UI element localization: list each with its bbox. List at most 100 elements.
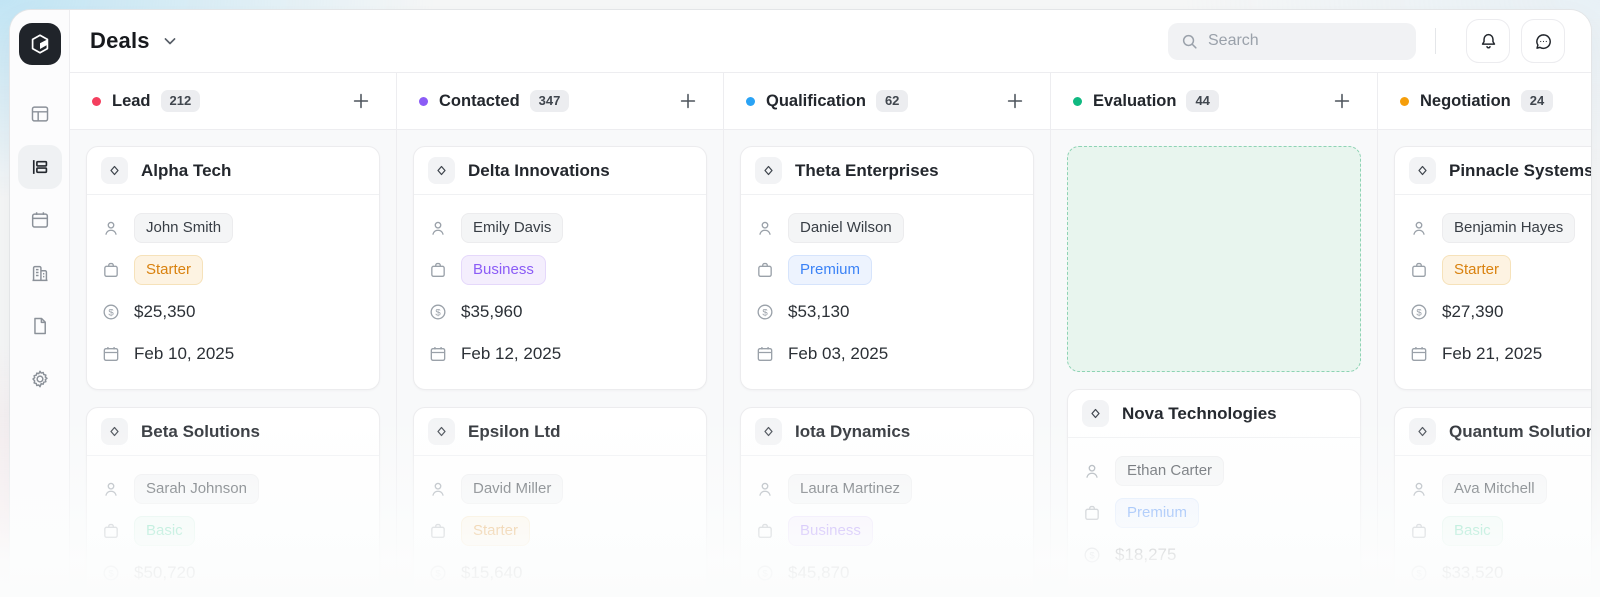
column-name: Evaluation xyxy=(1093,91,1177,110)
app-logo[interactable] xyxy=(18,23,61,65)
person-icon xyxy=(101,218,121,238)
svg-text:$: $ xyxy=(435,568,441,579)
deal-amount-row: $ $35,960 xyxy=(428,291,692,333)
deal-card-header: Iota Dynamics xyxy=(741,408,1033,456)
deal-amount: $15,640 xyxy=(461,563,523,582)
deal-contact-row: Laura Martinez xyxy=(755,468,1019,510)
calendar-icon xyxy=(1409,344,1429,364)
chevron-down-icon xyxy=(160,31,180,51)
add-card-button[interactable] xyxy=(1002,88,1028,114)
drop-zone-placeholder[interactable] xyxy=(1067,146,1361,372)
sidebar-item-companies[interactable] xyxy=(18,251,62,295)
deal-company: Quantum Solutions xyxy=(1449,421,1591,441)
deal-card[interactable]: Beta Solutions Sarah Johnson Basic $ $50… xyxy=(86,407,380,597)
calendar-icon xyxy=(755,344,775,364)
deal-card[interactable]: Alpha Tech John Smith Starter $ $25,350 xyxy=(86,146,380,390)
sidebar-item-calendar[interactable] xyxy=(18,198,62,242)
deal-contact-chip: Ethan Carter xyxy=(1115,455,1225,487)
briefcase-icon xyxy=(1409,260,1429,280)
deal-amount-row: $ $53,130 xyxy=(755,291,1019,333)
deal-plan-row: Business xyxy=(755,510,1019,552)
svg-text:$: $ xyxy=(108,568,114,579)
deal-diamond-icon xyxy=(755,418,782,445)
add-card-button[interactable] xyxy=(348,88,374,114)
status-dot xyxy=(746,96,755,106)
column-body: Delta Innovations Emily Davis Business $… xyxy=(397,130,723,597)
column-body: Alpha Tech John Smith Starter $ $25,350 xyxy=(70,130,396,597)
deal-card-body: Ethan Carter Premium $ $18,275 xyxy=(1068,438,1360,597)
sidebar-item-documents[interactable] xyxy=(18,304,62,348)
deal-company: Pinnacle Systems xyxy=(1449,160,1591,180)
deal-card[interactable]: Epsilon Ltd David Miller Starter $ $15,6… xyxy=(413,407,707,597)
column-count-badge: 44 xyxy=(1186,90,1219,112)
person-icon xyxy=(1082,461,1102,481)
sidebar-item-dashboard[interactable] xyxy=(18,92,62,136)
dollar-circle-icon: $ xyxy=(1409,563,1429,583)
deal-plan-chip: Starter xyxy=(461,515,531,547)
deal-card[interactable]: Nova Technologies Ethan Carter Premium $… xyxy=(1067,389,1361,597)
briefcase-icon xyxy=(101,260,121,280)
bell-icon xyxy=(1478,31,1499,52)
search-box[interactable] xyxy=(1168,22,1416,60)
deal-amount: $35,960 xyxy=(461,302,523,321)
calendar-icon xyxy=(101,344,121,364)
messages-button[interactable] xyxy=(1521,19,1565,63)
deal-card-body: Daniel Wilson Premium $ $53,130 Feb 03, … xyxy=(741,195,1033,389)
deal-amount: $27,390 xyxy=(1442,302,1504,321)
deal-amount-row: $ $27,390 xyxy=(1409,291,1591,333)
person-icon xyxy=(1409,479,1429,499)
deal-amount-row: $ $25,350 xyxy=(101,291,365,333)
deal-amount: $50,720 xyxy=(134,563,196,582)
view-switcher[interactable] xyxy=(160,31,180,51)
svg-text:$: $ xyxy=(762,568,768,579)
board-column: Lead 212 Alpha Tech John Smith xyxy=(70,73,397,597)
add-card-button[interactable] xyxy=(1329,88,1355,114)
deal-card-body: Laura Martinez Business $ $45,870 xyxy=(741,456,1033,597)
dollar-circle-icon: $ xyxy=(101,563,121,583)
deal-company: Beta Solutions xyxy=(141,421,261,441)
search-input[interactable] xyxy=(1208,32,1388,50)
sidebar-item-board[interactable] xyxy=(17,145,62,189)
deal-amount: $18,275 xyxy=(1115,545,1177,564)
dollar-circle-icon: $ xyxy=(428,563,448,583)
deal-card[interactable]: Pinnacle Systems Benjamin Hayes Starter … xyxy=(1394,146,1591,390)
deal-company: Nova Technologies xyxy=(1122,403,1277,423)
layout-icon xyxy=(29,103,51,125)
deal-card[interactable]: Theta Enterprises Daniel Wilson Premium … xyxy=(740,146,1034,390)
briefcase-icon xyxy=(1082,503,1102,523)
deal-plan-row: Premium xyxy=(755,249,1019,291)
deal-plan-chip: Business xyxy=(788,515,873,547)
status-dot xyxy=(1400,96,1409,106)
briefcase-icon xyxy=(101,521,121,541)
deal-diamond-icon xyxy=(428,157,455,184)
deal-card[interactable]: Delta Innovations Emily Davis Business $… xyxy=(413,146,707,390)
column-body: Nova Technologies Ethan Carter Premium $… xyxy=(1051,130,1377,597)
deal-card[interactable]: Iota Dynamics Laura Martinez Business $ … xyxy=(740,407,1034,597)
deal-plan-row: Business xyxy=(428,249,692,291)
deal-contact-chip: Ava Mitchell xyxy=(1442,473,1547,505)
column-header: Evaluation 44 xyxy=(1051,73,1377,130)
deal-card-body: Emily Davis Business $ $35,960 Feb 12, 2… xyxy=(414,195,706,389)
deal-card[interactable]: Quantum Solutions Ava Mitchell Basic $ $… xyxy=(1394,407,1591,597)
column-count-badge: 62 xyxy=(875,90,909,112)
briefcase-icon xyxy=(428,260,448,280)
briefcase-icon xyxy=(1409,521,1429,541)
notifications-button[interactable] xyxy=(1466,19,1510,63)
dollar-circle-icon: $ xyxy=(1082,545,1102,565)
add-card-button[interactable] xyxy=(675,88,701,114)
deal-amount-row: $ $45,870 xyxy=(755,552,1019,594)
deal-contact-row: Sarah Johnson xyxy=(101,468,365,510)
page-title: Deals xyxy=(90,28,150,53)
chat-icon xyxy=(1533,31,1554,52)
sidebar-item-settings[interactable] xyxy=(18,357,62,401)
divider xyxy=(1435,28,1436,54)
board-column: Evaluation 44 Nova Technologies Ethan Ca… xyxy=(1051,73,1378,597)
building-icon xyxy=(29,262,51,284)
column-name: Contacted xyxy=(439,91,520,110)
search-icon xyxy=(1180,32,1199,51)
deal-contact-chip: John Smith xyxy=(134,212,234,244)
deal-plan-row: Basic xyxy=(101,510,365,552)
status-dot xyxy=(92,96,101,106)
status-dot xyxy=(1073,96,1082,106)
deal-amount: $53,130 xyxy=(788,302,850,321)
